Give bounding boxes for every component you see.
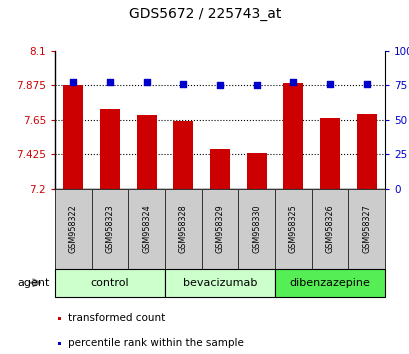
Text: GSM958326: GSM958326: [325, 204, 334, 253]
Bar: [58, 317, 61, 320]
Point: [362, 81, 369, 87]
Text: percentile rank within the sample: percentile rank within the sample: [68, 338, 243, 348]
Bar: [283, 83, 303, 189]
Point: [326, 81, 333, 87]
Bar: [55, 189, 92, 269]
Bar: [246, 153, 266, 189]
Text: control: control: [90, 278, 129, 288]
Text: bevacizumab: bevacizumab: [182, 278, 256, 288]
Bar: [209, 149, 229, 189]
Bar: [274, 269, 384, 297]
Bar: [348, 189, 384, 269]
Text: GSM958322: GSM958322: [69, 204, 78, 253]
Point: [70, 80, 76, 85]
Bar: [164, 189, 201, 269]
Bar: [63, 85, 83, 189]
Bar: [238, 189, 274, 269]
Text: GSM958328: GSM958328: [178, 204, 187, 253]
Point: [289, 80, 296, 85]
Bar: [164, 269, 274, 297]
Bar: [55, 269, 164, 297]
Point: [106, 80, 113, 85]
Bar: [136, 115, 156, 189]
Text: GSM958329: GSM958329: [215, 204, 224, 253]
Text: dibenzazepine: dibenzazepine: [289, 278, 370, 288]
Text: GSM958327: GSM958327: [361, 204, 370, 253]
Bar: [274, 189, 311, 269]
Point: [180, 81, 186, 87]
Text: GSM958323: GSM958323: [105, 204, 114, 253]
Point: [216, 82, 223, 88]
Bar: [173, 121, 193, 189]
Bar: [92, 189, 128, 269]
Text: GSM958324: GSM958324: [142, 204, 151, 253]
Bar: [311, 189, 348, 269]
Bar: [100, 109, 120, 189]
Bar: [319, 118, 339, 189]
Text: GSM958325: GSM958325: [288, 204, 297, 253]
Text: GSM958330: GSM958330: [252, 205, 261, 253]
Text: transformed count: transformed count: [68, 313, 165, 323]
Point: [143, 80, 150, 85]
Bar: [128, 189, 164, 269]
Text: agent: agent: [18, 278, 50, 288]
Bar: [356, 114, 376, 189]
Point: [253, 82, 259, 88]
Text: GDS5672 / 225743_at: GDS5672 / 225743_at: [128, 7, 281, 21]
Bar: [58, 342, 61, 345]
Bar: [201, 189, 238, 269]
